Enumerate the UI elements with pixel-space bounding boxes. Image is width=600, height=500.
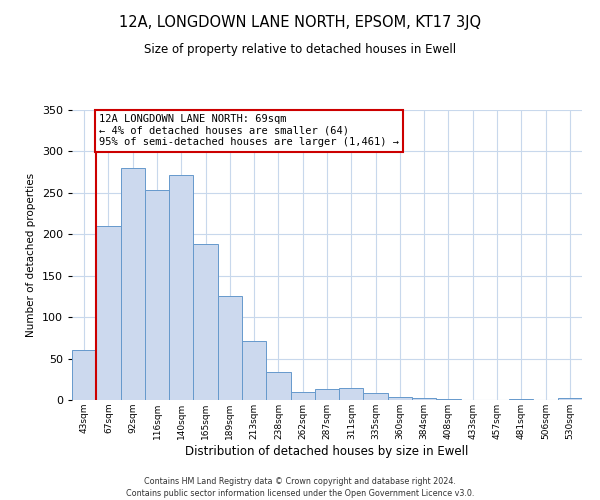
Bar	[364, 394, 388, 400]
Bar	[412, 398, 436, 400]
Bar	[315, 389, 339, 400]
Bar	[290, 392, 315, 400]
Bar	[121, 168, 145, 400]
Text: 12A, LONGDOWN LANE NORTH, EPSOM, KT17 3JQ: 12A, LONGDOWN LANE NORTH, EPSOM, KT17 3J…	[119, 15, 481, 30]
Bar	[509, 399, 533, 400]
Bar	[339, 388, 364, 400]
Bar	[266, 372, 290, 400]
Bar	[96, 226, 121, 400]
Text: Size of property relative to detached houses in Ewell: Size of property relative to detached ho…	[144, 42, 456, 56]
X-axis label: Distribution of detached houses by size in Ewell: Distribution of detached houses by size …	[185, 444, 469, 458]
Bar	[145, 190, 169, 400]
Text: Contains public sector information licensed under the Open Government Licence v3: Contains public sector information licen…	[126, 489, 474, 498]
Bar	[193, 244, 218, 400]
Text: 12A LONGDOWN LANE NORTH: 69sqm
← 4% of detached houses are smaller (64)
95% of s: 12A LONGDOWN LANE NORTH: 69sqm ← 4% of d…	[99, 114, 399, 148]
Bar	[558, 398, 582, 400]
Bar	[218, 296, 242, 400]
Bar	[388, 396, 412, 400]
Bar	[436, 399, 461, 400]
Bar	[72, 350, 96, 400]
Bar	[242, 341, 266, 400]
Bar	[169, 174, 193, 400]
Y-axis label: Number of detached properties: Number of detached properties	[26, 173, 36, 337]
Text: Contains HM Land Registry data © Crown copyright and database right 2024.: Contains HM Land Registry data © Crown c…	[144, 478, 456, 486]
